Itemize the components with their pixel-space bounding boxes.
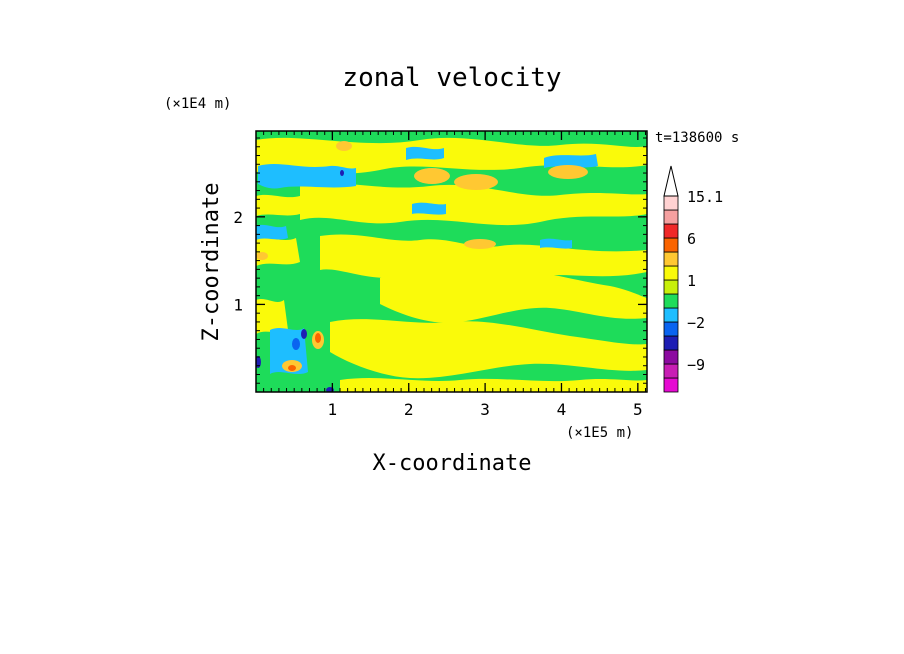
colorbar-tick-label: −9 [687, 356, 705, 374]
x-tick-label: 2 [404, 400, 414, 419]
colorbar-segment [663, 377, 679, 393]
x-tick-label: 5 [633, 400, 643, 419]
contour-weak-negative [256, 224, 288, 240]
colorbar-tick-label: −2 [687, 314, 705, 332]
colorbar-extend-arrow [663, 165, 679, 197]
contour-positive [454, 174, 498, 190]
contour-weak-positive [256, 238, 300, 266]
x-axis-label: X-coordinate [373, 451, 532, 476]
contour-strong-negative [292, 338, 300, 350]
y-axis-label: Z-coordinate [199, 183, 224, 342]
colorbar-segment [663, 265, 679, 281]
contour-weak-negative [406, 146, 444, 160]
x-tick-label: 1 [328, 400, 338, 419]
colorbar-segment [663, 293, 679, 309]
contour-strong-negative [340, 170, 344, 176]
colorbar-segment [663, 251, 679, 267]
contour-strong-negative [256, 356, 261, 368]
contour-weak-positive [300, 182, 647, 226]
colorbar-segment [663, 363, 679, 379]
y-tick-label: 1 [233, 295, 243, 314]
contour-weak-negative [258, 164, 356, 189]
y-axis-unit: (×1E4 m) [164, 96, 231, 112]
y-tick-label: 2 [233, 208, 243, 227]
colorbar: −9 −2 1 6 15.1 [663, 165, 723, 393]
x-tick-label: 3 [480, 400, 490, 419]
colorbar-segment [663, 209, 679, 225]
contour-positive [414, 168, 450, 184]
x-axis-unit: (×1E5 m) [566, 425, 633, 441]
axes: 1 2 3 4 5 1 2 [233, 131, 647, 419]
contour-weak-negative [412, 202, 446, 215]
colorbar-tick-label: 1 [687, 272, 696, 290]
colorbar-segment [663, 307, 679, 323]
colorbar-segment [663, 321, 679, 337]
colorbar-segment [663, 223, 679, 239]
contour-strong-negative [301, 329, 307, 339]
colorbar-segment [663, 279, 679, 295]
contour-weak-negative [544, 154, 598, 168]
contour-weak-positive [256, 299, 288, 334]
contour-positive [336, 141, 352, 151]
contour-weak-positive [380, 269, 647, 323]
contour-positive [548, 165, 588, 179]
colorbar-segment [663, 237, 679, 253]
colorbar-segment [663, 349, 679, 365]
contour-weak-positive [330, 319, 647, 379]
colorbar-tick-label: 15.1 [687, 188, 723, 206]
contour-strong-positive [288, 365, 296, 371]
contour-positive [256, 252, 268, 260]
contour-weak-negative [540, 238, 572, 249]
colorbar-segment [663, 335, 679, 351]
colorbar-segment [663, 195, 679, 211]
contour-positive [464, 239, 496, 249]
contour-weak-positive [320, 234, 647, 281]
plot-frame [255, 130, 648, 393]
chart-title: zonal velocity [342, 63, 561, 93]
velocity-field [256, 131, 647, 392]
contour-strong-positive [315, 333, 321, 343]
time-label: t=138600 s [655, 130, 739, 146]
x-tick-label: 4 [557, 400, 567, 419]
contour-weak-positive [256, 194, 300, 216]
colorbar-tick-label: 6 [687, 230, 696, 248]
